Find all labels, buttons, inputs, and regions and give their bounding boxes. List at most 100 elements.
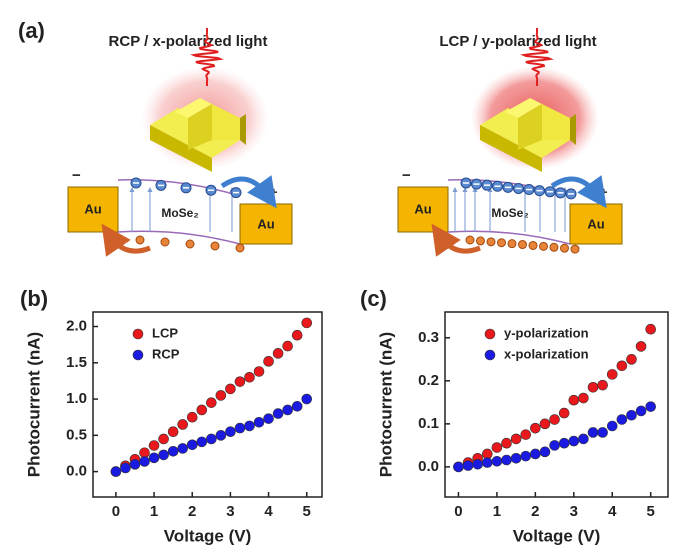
data-point (549, 414, 560, 425)
data-point (253, 366, 265, 377)
hole (518, 240, 527, 250)
legend-marker (484, 349, 496, 361)
electrode (239, 203, 293, 245)
y-axis-label: Photocurrent (nA) (376, 332, 395, 477)
data-point (272, 408, 284, 419)
x-tick-label: 3 (226, 503, 234, 520)
hole (486, 237, 496, 247)
data-point (520, 429, 532, 440)
nanostructure (480, 125, 542, 172)
data-point (462, 460, 474, 471)
x-axis-label: Voltage (V) (513, 526, 601, 545)
data-point (206, 433, 217, 445)
x-tick-label: 0 (112, 503, 120, 520)
x-tick-label: 4 (608, 503, 617, 520)
electrode-label: Au (84, 201, 101, 216)
data-point (196, 404, 208, 416)
data-point (282, 404, 293, 416)
material-label: MoSe₂ (161, 206, 198, 220)
data-point (263, 356, 274, 367)
hole (185, 239, 195, 249)
channel-edge (447, 230, 571, 245)
y-tick-label: 0.3 (418, 329, 439, 346)
data-point (215, 390, 227, 401)
data-point (177, 443, 188, 454)
nanostructure (150, 125, 212, 172)
data-point (635, 341, 647, 352)
data-point (234, 422, 246, 434)
data-point (530, 422, 541, 434)
panel-label: (b) (20, 286, 48, 311)
hole (160, 237, 170, 247)
hole (210, 241, 220, 251)
data-point (626, 354, 637, 365)
hole (539, 241, 548, 251)
data-point (282, 340, 293, 352)
light-wave (190, 27, 224, 87)
x-axis-label: Voltage (V) (164, 526, 252, 545)
data-point (263, 413, 274, 424)
y-tick-label: 0.2 (418, 372, 439, 389)
light-wave (520, 27, 554, 87)
nanostructure (505, 98, 542, 118)
data-point (558, 407, 570, 419)
x-tick-label: 2 (531, 503, 539, 520)
legend-label: LCP (152, 325, 178, 340)
x-tick-label: 0 (454, 503, 462, 520)
data-point (597, 379, 608, 391)
hole (549, 242, 559, 252)
hole (528, 240, 538, 250)
x-tick-label: 4 (264, 503, 273, 520)
nanostructure (240, 114, 246, 145)
data-point (491, 442, 503, 453)
y-axis-label: Photocurrent (nA) (24, 332, 43, 477)
data-point (472, 459, 483, 470)
data-point (568, 394, 580, 406)
hole (235, 243, 245, 253)
x-tick-label: 1 (150, 503, 158, 520)
electrode-label: Au (414, 201, 431, 216)
polarity-sign: + (270, 184, 278, 199)
device-diagram: RCP / x-polarized light Au Au − + MoSe₂ (67, 27, 293, 257)
y-tick-label: 0.5 (66, 426, 87, 443)
legend-marker (132, 328, 144, 340)
data-point (234, 376, 246, 387)
data-point (215, 430, 227, 441)
data-point (291, 329, 303, 341)
data-point (616, 360, 628, 372)
hole (497, 238, 506, 248)
hole-flow (101, 223, 151, 257)
data-point (225, 426, 236, 438)
data-point (578, 392, 589, 404)
data-point (481, 457, 493, 468)
data-point (539, 418, 551, 430)
x-tick-label: 5 (303, 503, 311, 520)
polarity-sign: + (600, 184, 608, 199)
data-point (301, 393, 313, 405)
data-point (253, 416, 265, 428)
data-point (186, 439, 198, 451)
electron-flow (550, 175, 607, 209)
data-point (578, 433, 589, 445)
y-tick-label: 0.0 (66, 463, 87, 480)
data-point (587, 427, 599, 438)
nanostructure (570, 114, 576, 145)
data-point (616, 414, 628, 425)
data-point (530, 448, 541, 460)
data-point (520, 450, 532, 462)
data-point (158, 433, 169, 445)
x-tick-label: 3 (570, 503, 578, 520)
electrode (569, 203, 623, 245)
data-point (558, 437, 570, 449)
diagram-title: RCP / x-polarized light (109, 33, 268, 50)
polarity-sign: − (402, 167, 411, 184)
data-point (148, 452, 160, 464)
data-point (177, 419, 188, 430)
data-point (206, 397, 217, 408)
data-point (244, 371, 255, 383)
data-point (645, 323, 656, 335)
legend-marker (484, 328, 496, 340)
data-point (510, 452, 522, 464)
hole (465, 235, 475, 245)
